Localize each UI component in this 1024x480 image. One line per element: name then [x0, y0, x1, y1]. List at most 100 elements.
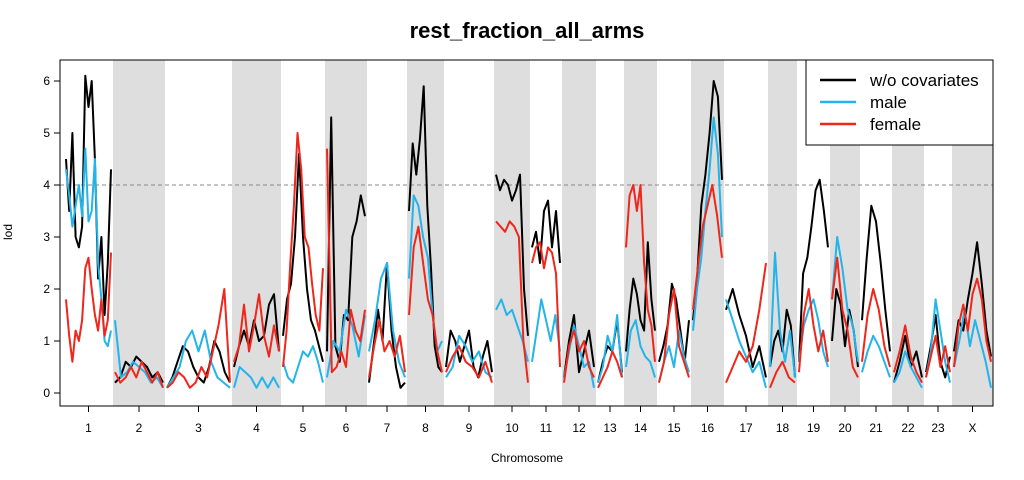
- series-line-chr19: [798, 288, 829, 373]
- x-tick-label: 23: [931, 421, 945, 435]
- chromosome-band-4: [232, 60, 281, 406]
- x-tick-label: 17: [739, 421, 753, 435]
- x-tick-label: 18: [776, 421, 790, 435]
- x-tick-label: 1: [85, 421, 92, 435]
- x-tick-label: 19: [807, 421, 821, 435]
- series-line-chr14: [625, 184, 656, 362]
- series-line-chr12: [563, 329, 595, 383]
- series-line-chr21: [861, 204, 891, 352]
- chart-title: rest_fraction_all_arms: [410, 18, 645, 43]
- series-line-chr6: [326, 148, 366, 374]
- series-line-chr12: [563, 314, 595, 378]
- series-line-chr11: [531, 199, 561, 264]
- y-tick-label: 5: [43, 126, 50, 140]
- x-tick-label: 5: [300, 421, 307, 435]
- series-line-chr1: [65, 252, 112, 363]
- series-line-chr3: [166, 329, 231, 389]
- series-line-chr15: [658, 329, 690, 383]
- series-line-chr6: [326, 116, 366, 363]
- y-axis: 0 1 2 3 4 5 6: [43, 74, 60, 400]
- series-line-chr21: [861, 334, 891, 378]
- series-line-chr22: [893, 324, 923, 384]
- series-line-chr7: [368, 319, 406, 378]
- series-line-chr22: [893, 350, 923, 389]
- series-line-chr4: [233, 293, 280, 368]
- series-line-chr9: [445, 345, 493, 383]
- series-line-chrX: [953, 241, 992, 357]
- series-line-chrX: [953, 308, 992, 388]
- series-line-chr16: [692, 116, 723, 331]
- series-line-chr10: [495, 220, 529, 383]
- x-tick-label: 13: [603, 421, 617, 435]
- y-tick-label: 2: [43, 282, 50, 296]
- series-line-chr18: [769, 360, 796, 389]
- series-line-chr20: [831, 256, 859, 378]
- chromosome-band-2: [113, 60, 165, 406]
- series-line-chr9: [445, 334, 493, 379]
- series-line-chr11: [531, 298, 561, 362]
- x-tick-label: 20: [838, 421, 852, 435]
- series-line-chr9: [445, 329, 493, 379]
- series-line-chr13: [597, 314, 623, 383]
- x-tick-label: 4: [253, 421, 260, 435]
- x-tick-label: 6: [343, 421, 350, 435]
- x-tick-label: 2: [136, 421, 143, 435]
- series-layer: [65, 74, 992, 389]
- series-line-chr21: [861, 288, 891, 368]
- legend-label: male: [870, 93, 907, 112]
- y-tick-label: 6: [43, 74, 50, 88]
- series-line-chr1: [65, 147, 112, 348]
- x-axis: 1 2 3 4 5 6 7 8 9 10 11 12 13 14 15 16 17 18 19 20 21 22 23 X: [85, 406, 977, 435]
- x-tick-label: 22: [901, 421, 915, 435]
- x-tick-label: 3: [195, 421, 202, 435]
- series-line-chr7: [368, 262, 406, 378]
- y-tick-label: 3: [43, 230, 50, 244]
- x-tick-label: 9: [466, 421, 473, 435]
- x-tick-label: 8: [422, 421, 429, 435]
- series-line-chr14: [625, 241, 656, 352]
- series-line-chr5: [282, 132, 324, 368]
- series-line-chr18: [769, 251, 796, 378]
- series-female: [65, 132, 992, 389]
- series-line-chr6: [326, 308, 366, 378]
- series-line-chr13: [597, 350, 623, 389]
- x-tick-label: 14: [634, 421, 648, 435]
- series-line-chr17: [725, 262, 767, 383]
- legend: w/o covariates male female: [805, 59, 994, 146]
- series-line-chr15: [658, 288, 690, 383]
- series-line-chr23: [925, 334, 951, 378]
- legend-label: female: [870, 115, 921, 134]
- x-tick-label: X: [968, 421, 976, 435]
- series-line-chr8: [408, 225, 443, 373]
- plot-frame: [59, 59, 994, 407]
- x-tick-label: 12: [572, 421, 586, 435]
- series-line-chr2: [114, 355, 164, 384]
- x-tick-label: 21: [869, 421, 883, 435]
- y-tick-label: 4: [43, 178, 50, 192]
- x-tick-label: 11: [540, 421, 553, 435]
- series-line-chr5: [282, 345, 324, 384]
- series-line-chr22: [893, 334, 923, 383]
- series-line-chr17: [725, 288, 767, 378]
- series-line-chr4: [233, 366, 280, 389]
- series-line-chr17: [725, 299, 767, 389]
- series-line-chr16: [692, 184, 723, 310]
- chromosome-band-14: [624, 60, 657, 406]
- series-line-chr10: [495, 173, 529, 336]
- series-line-chr4: [233, 293, 280, 363]
- series-line-chrX: [953, 277, 992, 368]
- x-tick-label: 15: [667, 421, 681, 435]
- series-line-chr1: [65, 74, 112, 316]
- series-line-chr11: [531, 241, 561, 368]
- series-line-chr8: [408, 85, 443, 373]
- y-axis-label: lod: [1, 224, 15, 240]
- chromosome-bands: [113, 60, 993, 406]
- series-line-chr3: [166, 288, 231, 389]
- series-line-chr14: [625, 319, 656, 378]
- x-tick-label: 7: [384, 421, 391, 435]
- y-tick-label: 0: [43, 386, 50, 400]
- x-tick-label: 10: [505, 421, 519, 435]
- series-line-chr19: [798, 178, 829, 362]
- series-line-chr20: [831, 236, 859, 362]
